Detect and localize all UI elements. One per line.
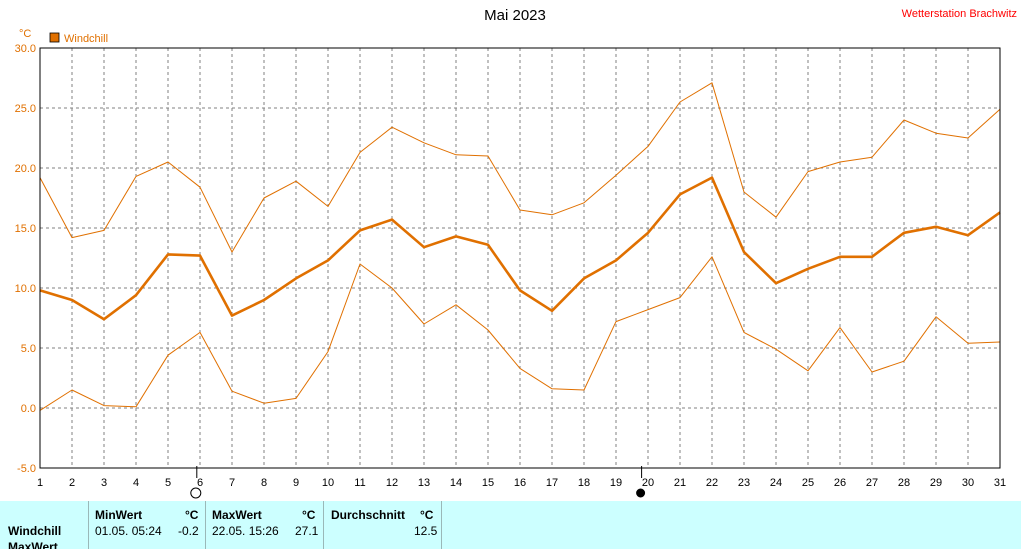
x-tick-label: 3 [101, 477, 107, 489]
x-tick-label: 17 [546, 477, 558, 489]
y-tick-label: 30.0 [15, 43, 36, 55]
x-tick-label: 8 [261, 477, 267, 489]
new-moon-icon [636, 488, 646, 498]
min-header: MinWert [95, 508, 143, 522]
x-tick-label: 23 [738, 477, 750, 489]
x-tick-label: 24 [770, 477, 782, 489]
legend-label: Windchill [64, 33, 108, 45]
x-tick-label: 5 [165, 477, 171, 489]
x-tick-label: 10 [322, 477, 334, 489]
full-moon-icon [190, 487, 202, 499]
series-line-mean [39, 176, 1001, 321]
avg-header: Durchschnitt [331, 508, 406, 522]
x-tick-label: 30 [962, 477, 974, 489]
max-header: MaxWert [212, 508, 262, 522]
x-tick-label: 15 [482, 477, 494, 489]
stats-panel: Windchill MaxWert MinWert °C 01.05. 05:2… [0, 501, 1021, 549]
x-tick-label: 11 [354, 477, 365, 489]
x-tick-label: 9 [293, 477, 299, 489]
y-axis-ticks: 30.0 25.0 20.0 15.0 10.0 5.0 0.0 -5.0 [15, 43, 36, 475]
moon-phases [190, 466, 646, 499]
y-tick-label: 20.0 [15, 163, 36, 175]
y-tick-label: 0.0 [21, 403, 36, 415]
max-datetime: 22.05. 15:26 [212, 524, 279, 538]
chart-title: Mai 2023 [484, 7, 546, 24]
x-tick-label: 20 [642, 477, 654, 489]
panel-divider [88, 501, 89, 549]
series-line-min [39, 256, 1001, 411]
y-axis-unit: °C [19, 28, 31, 40]
panel-divider [323, 501, 324, 549]
x-tick-label: 18 [578, 477, 590, 489]
x-tick-label: 28 [898, 477, 910, 489]
series [39, 82, 1001, 411]
series-line-max [39, 82, 1001, 253]
x-tick-label: 1 [37, 477, 43, 489]
x-tick-label: 12 [386, 477, 398, 489]
x-tick-label: 7 [229, 477, 235, 489]
y-tick-label: 10.0 [15, 283, 36, 295]
x-tick-label: 6 [197, 477, 203, 489]
station-name: Wetterstation Brachwitz [902, 8, 1017, 20]
x-tick-label: 13 [418, 477, 430, 489]
x-tick-label: 27 [866, 477, 878, 489]
x-tick-label: 2 [69, 477, 75, 489]
panel-divider [441, 501, 442, 549]
stats-row-label: Windchill [8, 524, 62, 538]
avg-unit: °C [420, 508, 434, 522]
x-tick-label: 16 [514, 477, 526, 489]
x-tick-label: 22 [706, 477, 718, 489]
windchill-chart: Mai 2023 Wetterstation Brachwitz °C Wind… [15, 7, 1017, 499]
avg-value: 12.5 [414, 524, 438, 538]
plot-area-border [39, 47, 1001, 469]
y-tick-label: -5.0 [17, 463, 36, 475]
min-value: -0.2 [178, 524, 199, 538]
max-value: 27.1 [295, 524, 319, 538]
legend-swatch [49, 32, 60, 43]
x-tick-label: 29 [930, 477, 942, 489]
x-tick-label: 31 [994, 477, 1006, 489]
min-unit: °C [185, 508, 199, 522]
y-tick-label: 5.0 [21, 343, 36, 355]
x-tick-label: 4 [133, 477, 139, 489]
x-axis-ticks: 1 2 3 4 5 6 7 8 9 10 11 12 13 14 15 16 17 18 19 20 21 22 23 24 2… [37, 477, 1006, 489]
x-tick-label: 14 [450, 477, 462, 489]
min-datetime: 01.05. 05:24 [95, 524, 162, 538]
y-tick-label: 15.0 [15, 223, 36, 235]
x-tick-label: 21 [674, 477, 686, 489]
x-tick-label: 19 [610, 477, 622, 489]
x-tick-label: 26 [834, 477, 846, 489]
max-unit: °C [302, 508, 316, 522]
stats-row-label-2: MaxWert [8, 540, 58, 549]
y-tick-label: 25.0 [15, 103, 36, 115]
x-tick-label: 25 [802, 477, 814, 489]
panel-divider [205, 501, 206, 549]
